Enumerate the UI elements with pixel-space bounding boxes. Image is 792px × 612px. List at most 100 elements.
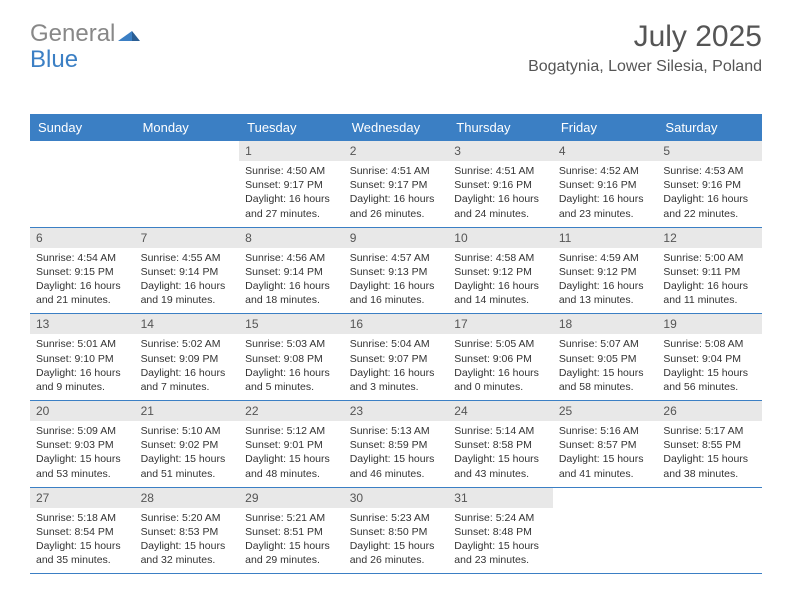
calendar-cell: 19Sunrise: 5:08 AMSunset: 9:04 PMDayligh… [657,314,762,401]
daylight-text: Daylight: 16 hours and 3 minutes. [350,366,443,394]
sunrise-text: Sunrise: 4:57 AM [350,251,443,265]
calendar-cell: 29Sunrise: 5:21 AMSunset: 8:51 PMDayligh… [239,488,344,575]
sunrise-text: Sunrise: 4:59 AM [559,251,652,265]
day-info: Sunrise: 5:13 AMSunset: 8:59 PMDaylight:… [344,421,449,487]
sunset-text: Sunset: 9:17 PM [245,178,338,192]
day-number: 5 [657,141,762,161]
day-header: Tuesday [239,114,344,141]
sunrise-text: Sunrise: 5:08 AM [663,337,756,351]
day-number: 21 [135,401,240,421]
location-subtitle: Bogatynia, Lower Silesia, Poland [528,58,762,76]
day-info: Sunrise: 5:05 AMSunset: 9:06 PMDaylight:… [448,334,553,400]
sunrise-text: Sunrise: 5:09 AM [36,424,129,438]
day-info: Sunrise: 5:08 AMSunset: 9:04 PMDaylight:… [657,334,762,400]
sunset-text: Sunset: 9:11 PM [663,265,756,279]
sunrise-text: Sunrise: 5:24 AM [454,511,547,525]
day-number: 10 [448,228,553,248]
sunset-text: Sunset: 9:12 PM [454,265,547,279]
sunset-text: Sunset: 9:17 PM [350,178,443,192]
daylight-text: Daylight: 16 hours and 0 minutes. [454,366,547,394]
calendar-body: 1Sunrise: 4:50 AMSunset: 9:17 PMDaylight… [30,141,762,574]
sunset-text: Sunset: 9:12 PM [559,265,652,279]
day-number: 9 [344,228,449,248]
calendar-cell: 15Sunrise: 5:03 AMSunset: 9:08 PMDayligh… [239,314,344,401]
sunset-text: Sunset: 9:05 PM [559,352,652,366]
day-number: 2 [344,141,449,161]
sunset-text: Sunset: 9:16 PM [663,178,756,192]
day-header: Saturday [657,114,762,141]
sunrise-text: Sunrise: 5:18 AM [36,511,129,525]
sunrise-text: Sunrise: 4:51 AM [454,164,547,178]
sunset-text: Sunset: 9:09 PM [141,352,234,366]
calendar-cell: 4Sunrise: 4:52 AMSunset: 9:16 PMDaylight… [553,141,658,228]
logo-line2: Blue [30,46,78,74]
day-number: 22 [239,401,344,421]
daylight-text: Daylight: 16 hours and 18 minutes. [245,279,338,307]
day-info: Sunrise: 5:04 AMSunset: 9:07 PMDaylight:… [344,334,449,400]
sunset-text: Sunset: 9:14 PM [141,265,234,279]
daylight-text: Daylight: 15 hours and 56 minutes. [663,366,756,394]
day-number: 18 [553,314,658,334]
calendar-cell-blank [30,141,135,228]
day-number: 6 [30,228,135,248]
day-number: 19 [657,314,762,334]
day-header: Thursday [448,114,553,141]
sunrise-text: Sunrise: 5:10 AM [141,424,234,438]
day-header: Wednesday [344,114,449,141]
sunrise-text: Sunrise: 5:02 AM [141,337,234,351]
daylight-text: Daylight: 15 hours and 46 minutes. [350,452,443,480]
daylight-text: Daylight: 15 hours and 26 minutes. [350,539,443,567]
sunset-text: Sunset: 8:57 PM [559,438,652,452]
calendar-cell: 22Sunrise: 5:12 AMSunset: 9:01 PMDayligh… [239,401,344,488]
sunrise-text: Sunrise: 4:52 AM [559,164,652,178]
calendar-cell: 28Sunrise: 5:20 AMSunset: 8:53 PMDayligh… [135,488,240,575]
calendar-cell: 7Sunrise: 4:55 AMSunset: 9:14 PMDaylight… [135,228,240,315]
day-info: Sunrise: 5:01 AMSunset: 9:10 PMDaylight:… [30,334,135,400]
logo-icon [118,20,140,48]
day-header: Friday [553,114,658,141]
calendar-cell-blank [135,141,240,228]
sunrise-text: Sunrise: 4:56 AM [245,251,338,265]
daylight-text: Daylight: 16 hours and 5 minutes. [245,366,338,394]
daylight-text: Daylight: 15 hours and 41 minutes. [559,452,652,480]
day-number: 13 [30,314,135,334]
day-info: Sunrise: 4:54 AMSunset: 9:15 PMDaylight:… [30,248,135,314]
calendar-cell: 16Sunrise: 5:04 AMSunset: 9:07 PMDayligh… [344,314,449,401]
daylight-text: Daylight: 16 hours and 11 minutes. [663,279,756,307]
day-number: 27 [30,488,135,508]
sunset-text: Sunset: 9:07 PM [350,352,443,366]
calendar-cell: 25Sunrise: 5:16 AMSunset: 8:57 PMDayligh… [553,401,658,488]
calendar-week: 13Sunrise: 5:01 AMSunset: 9:10 PMDayligh… [30,314,762,401]
calendar-cell: 24Sunrise: 5:14 AMSunset: 8:58 PMDayligh… [448,401,553,488]
daylight-text: Daylight: 16 hours and 19 minutes. [141,279,234,307]
day-info: Sunrise: 5:23 AMSunset: 8:50 PMDaylight:… [344,508,449,574]
day-number: 25 [553,401,658,421]
day-info: Sunrise: 5:00 AMSunset: 9:11 PMDaylight:… [657,248,762,314]
sunrise-text: Sunrise: 5:14 AM [454,424,547,438]
calendar-cell-blank [553,488,658,575]
day-number: 8 [239,228,344,248]
header: General July 2025 Bogatynia, Lower Siles… [0,0,792,84]
day-number: 11 [553,228,658,248]
calendar-cell: 31Sunrise: 5:24 AMSunset: 8:48 PMDayligh… [448,488,553,575]
sunset-text: Sunset: 9:15 PM [36,265,129,279]
sunrise-text: Sunrise: 5:07 AM [559,337,652,351]
calendar-cell: 6Sunrise: 4:54 AMSunset: 9:15 PMDaylight… [30,228,135,315]
calendar-cell: 5Sunrise: 4:53 AMSunset: 9:16 PMDaylight… [657,141,762,228]
day-info: Sunrise: 5:14 AMSunset: 8:58 PMDaylight:… [448,421,553,487]
calendar-cell: 14Sunrise: 5:02 AMSunset: 9:09 PMDayligh… [135,314,240,401]
logo: General [30,20,140,48]
day-info: Sunrise: 5:18 AMSunset: 8:54 PMDaylight:… [30,508,135,574]
calendar-cell: 30Sunrise: 5:23 AMSunset: 8:50 PMDayligh… [344,488,449,575]
day-number: 16 [344,314,449,334]
sunrise-text: Sunrise: 5:23 AM [350,511,443,525]
calendar-cell: 21Sunrise: 5:10 AMSunset: 9:02 PMDayligh… [135,401,240,488]
daylight-text: Daylight: 16 hours and 9 minutes. [36,366,129,394]
day-number: 28 [135,488,240,508]
calendar-cell: 12Sunrise: 5:00 AMSunset: 9:11 PMDayligh… [657,228,762,315]
calendar-cell: 20Sunrise: 5:09 AMSunset: 9:03 PMDayligh… [30,401,135,488]
day-number: 26 [657,401,762,421]
day-number: 3 [448,141,553,161]
daylight-text: Daylight: 16 hours and 21 minutes. [36,279,129,307]
sunset-text: Sunset: 8:59 PM [350,438,443,452]
